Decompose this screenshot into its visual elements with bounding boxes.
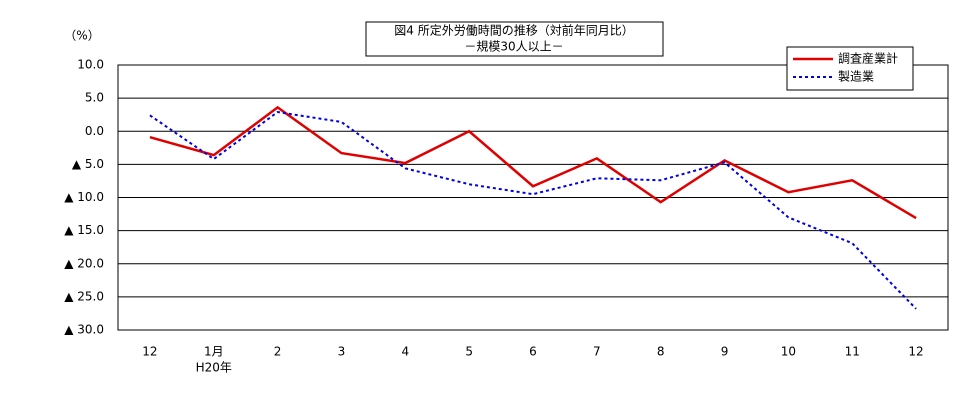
- x-tick-label: 6: [529, 345, 537, 359]
- x-year-label: H20年: [196, 361, 232, 375]
- y-tick-label: ▲ 30.0: [64, 323, 104, 337]
- legend-box: [786, 46, 914, 91]
- legend-label: 製造業: [838, 70, 874, 84]
- x-tick-label: 12: [908, 345, 923, 359]
- x-tick-label: 10: [781, 345, 796, 359]
- series-line: [149, 110, 917, 310]
- x-tick-label: 4: [401, 345, 409, 359]
- y-tick-label: 5.0: [85, 91, 104, 105]
- x-tick-label: 8: [657, 345, 665, 359]
- y-tick-label: ▲ 25.0: [64, 289, 104, 303]
- x-tick-label: 1月: [204, 345, 224, 359]
- y-tick-label: 10.0: [77, 58, 104, 72]
- chart-title: 図4 所定外労働時間の推移（対前年同月比）: [394, 23, 633, 38]
- x-tick-label: 11: [845, 345, 860, 359]
- x-tick-label: 5: [465, 345, 473, 359]
- legend-label: 調査産業計: [838, 51, 898, 66]
- title-box: [365, 21, 664, 57]
- y-tick-label: ▲ 15.0: [64, 223, 104, 237]
- y-axis-label: （%）: [64, 29, 99, 43]
- x-tick-label: 3: [338, 345, 346, 359]
- y-tick-label: ▲ 5.0: [72, 157, 104, 171]
- x-tick-label: 12: [142, 345, 157, 359]
- plot-border: [117, 64, 949, 331]
- series-line: [149, 105, 917, 220]
- x-tick-label: 7: [593, 345, 601, 359]
- y-tick-label: 0.0: [85, 124, 104, 138]
- x-tick-label: 2: [274, 345, 282, 359]
- chart-subtitle: －規模30人以上－: [464, 39, 563, 54]
- x-tick-label: 9: [721, 345, 729, 359]
- y-tick-label: ▲ 10.0: [64, 190, 104, 204]
- y-tick-label: ▲ 20.0: [64, 256, 104, 270]
